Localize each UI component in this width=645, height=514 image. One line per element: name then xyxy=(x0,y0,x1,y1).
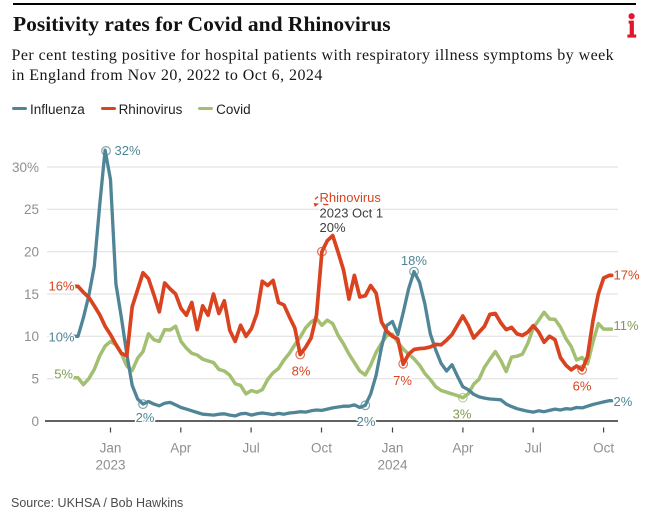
svg-text:15: 15 xyxy=(24,287,39,302)
svg-text:18%: 18% xyxy=(401,253,427,268)
svg-text:Jul: Jul xyxy=(525,441,542,456)
svg-text:Jan: Jan xyxy=(382,441,404,456)
svg-text:3%: 3% xyxy=(453,407,472,422)
svg-text:2%: 2% xyxy=(136,410,155,425)
svg-text:Jan: Jan xyxy=(100,441,122,456)
svg-text:20%: 20% xyxy=(320,220,346,235)
svg-text:2023 Oct 1: 2023 Oct 1 xyxy=(320,206,384,221)
svg-text:32%: 32% xyxy=(115,143,141,158)
svg-text:Oct: Oct xyxy=(311,441,332,456)
svg-text:2%: 2% xyxy=(136,410,155,425)
svg-text:2023: 2023 xyxy=(95,458,125,473)
svg-text:3%: 3% xyxy=(453,407,472,422)
svg-text:25: 25 xyxy=(24,202,39,217)
svg-text:16%: 16% xyxy=(48,279,74,294)
svg-text:Apr: Apr xyxy=(170,441,192,456)
svg-text:0: 0 xyxy=(31,414,39,429)
svg-text:5: 5 xyxy=(31,372,39,387)
svg-text:5%: 5% xyxy=(54,367,73,382)
svg-text:16%: 16% xyxy=(48,279,74,294)
svg-text:7%: 7% xyxy=(393,373,412,388)
svg-text:10: 10 xyxy=(24,329,39,344)
svg-text:2%: 2% xyxy=(357,414,376,429)
svg-text:11%: 11% xyxy=(614,318,639,333)
svg-text:32%: 32% xyxy=(115,143,141,158)
svg-text:8%: 8% xyxy=(292,364,311,379)
svg-text:5%: 5% xyxy=(54,367,73,382)
svg-text:20: 20 xyxy=(24,245,39,260)
svg-text:2023 Oct 1: 2023 Oct 1 xyxy=(320,206,384,221)
svg-text:2%: 2% xyxy=(357,414,376,429)
svg-text:30%: 30% xyxy=(12,160,39,175)
svg-text:18%: 18% xyxy=(401,253,427,268)
svg-text:2024: 2024 xyxy=(377,458,408,473)
svg-text:6%: 6% xyxy=(573,379,592,394)
svg-text:Oct: Oct xyxy=(593,441,614,456)
svg-text:10%: 10% xyxy=(48,330,74,345)
svg-text:17%: 17% xyxy=(614,268,640,283)
svg-text:Rhinovirus: Rhinovirus xyxy=(320,190,382,205)
svg-text:2%: 2% xyxy=(614,394,633,409)
svg-text:8%: 8% xyxy=(292,364,311,379)
svg-text:Jul: Jul xyxy=(242,441,259,456)
svg-text:Apr: Apr xyxy=(452,441,474,456)
svg-text:17%: 17% xyxy=(614,268,640,283)
svg-text:Rhinovirus: Rhinovirus xyxy=(320,190,382,205)
svg-text:11%: 11% xyxy=(614,318,639,333)
svg-text:10%: 10% xyxy=(48,330,74,345)
svg-text:7%: 7% xyxy=(393,373,412,388)
svg-text:2%: 2% xyxy=(614,394,633,409)
svg-text:20%: 20% xyxy=(320,220,346,235)
svg-text:6%: 6% xyxy=(573,379,592,394)
